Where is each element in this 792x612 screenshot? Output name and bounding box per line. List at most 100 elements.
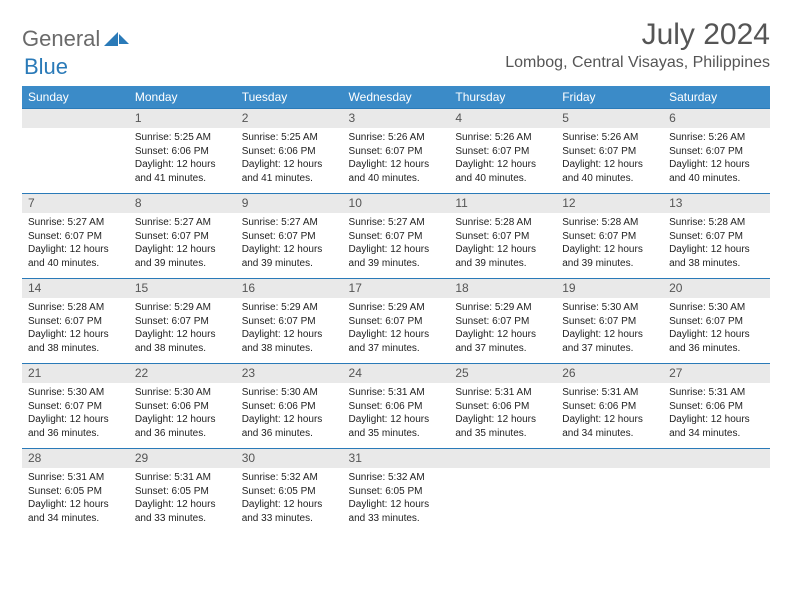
day-number: 8 (129, 194, 236, 214)
daynum-row: 14151617181920 (22, 279, 770, 299)
detail-row: Sunrise: 5:30 AM Sunset: 6:07 PM Daylight:… (22, 383, 770, 449)
day-sunrise: Sunrise: 5:32 AM (349, 471, 444, 485)
day-sunset: Sunset: 6:07 PM (28, 400, 123, 414)
day-d2: and 39 minutes. (242, 257, 337, 271)
day-sunset: Sunset: 6:07 PM (669, 315, 764, 329)
day-number: 28 (22, 449, 129, 469)
day-d1: Daylight: 12 hours (562, 243, 657, 257)
dow-thu: Thursday (449, 86, 556, 109)
day-cell: Sunrise: 5:31 AMSunset: 6:06 PMDaylight:… (343, 383, 450, 449)
day-cell: Sunrise: 5:28 AMSunset: 6:07 PMDaylight:… (449, 213, 556, 279)
day-number: 23 (236, 364, 343, 384)
dow-fri: Friday (556, 86, 663, 109)
brand-logo: General (22, 18, 131, 52)
logo-triangle2-icon (119, 34, 129, 44)
day-number: 25 (449, 364, 556, 384)
dow-wed: Wednesday (343, 86, 450, 109)
day-number: 14 (22, 279, 129, 299)
day-number: 2 (236, 109, 343, 129)
day-d1: Daylight: 12 hours (28, 243, 123, 257)
day-cell: Sunrise: 5:27 AMSunset: 6:07 PMDaylight:… (22, 213, 129, 279)
dow-sat: Saturday (663, 86, 770, 109)
day-d1: Daylight: 12 hours (349, 158, 444, 172)
day-sunset: Sunset: 6:07 PM (669, 230, 764, 244)
day-sunrise: Sunrise: 5:31 AM (349, 386, 444, 400)
day-sunset: Sunset: 6:07 PM (28, 230, 123, 244)
day-d2: and 35 minutes. (455, 427, 550, 441)
title-block: July 2024 Lombog, Central Visayas, Phili… (505, 18, 770, 72)
day-number: 1 (129, 109, 236, 129)
daynum-row: 21222324252627 (22, 364, 770, 384)
day-sunrise: Sunrise: 5:27 AM (28, 216, 123, 230)
day-sunrise: Sunrise: 5:28 AM (28, 301, 123, 315)
day-sunset: Sunset: 6:06 PM (242, 145, 337, 159)
detail-row: Sunrise: 5:28 AM Sunset: 6:07 PM Daylight:… (22, 298, 770, 364)
day-d1: Daylight: 12 hours (135, 498, 230, 512)
day-number: 15 (129, 279, 236, 299)
day-d2: and 34 minutes. (669, 427, 764, 441)
day-d2: and 41 minutes. (135, 172, 230, 186)
day-d1: Daylight: 12 hours (349, 328, 444, 342)
day-sunrise: Sunrise: 5:30 AM (135, 386, 230, 400)
day-cell: Sunrise: 5:30 AMSunset: 6:07 PMDaylight:… (663, 298, 770, 364)
day-number: 13 (663, 194, 770, 214)
day-cell: Sunrise: 5:31 AMSunset: 6:06 PMDaylight:… (663, 383, 770, 449)
logo-triangle-icon (104, 32, 118, 46)
day-number: 19 (556, 279, 663, 299)
day-number: 22 (129, 364, 236, 384)
day-number: 10 (343, 194, 450, 214)
day-d2: and 41 minutes. (242, 172, 337, 186)
day-sunset: Sunset: 6:07 PM (455, 145, 550, 159)
day-sunset: Sunset: 6:06 PM (562, 400, 657, 414)
day-number: 16 (236, 279, 343, 299)
day-d1: Daylight: 12 hours (349, 413, 444, 427)
day-number: 29 (129, 449, 236, 469)
day-sunrise: Sunrise: 5:25 AM (242, 131, 337, 145)
day-cell (22, 128, 129, 194)
day-sunrise: Sunrise: 5:26 AM (455, 131, 550, 145)
day-number: 21 (22, 364, 129, 384)
calendar-page: General July 2024 Lombog, Central Visaya… (0, 0, 792, 543)
day-d1: Daylight: 12 hours (455, 328, 550, 342)
day-number (449, 449, 556, 469)
day-number: 24 (343, 364, 450, 384)
day-d2: and 40 minutes. (455, 172, 550, 186)
day-d1: Daylight: 12 hours (135, 243, 230, 257)
day-cell: Sunrise: 5:32 AMSunset: 6:05 PMDaylight:… (236, 468, 343, 533)
day-cell: Sunrise: 5:31 AMSunset: 6:05 PMDaylight:… (129, 468, 236, 533)
day-d2: and 37 minutes. (349, 342, 444, 356)
day-sunrise: Sunrise: 5:27 AM (349, 216, 444, 230)
day-sunset: Sunset: 6:07 PM (562, 145, 657, 159)
day-number: 20 (663, 279, 770, 299)
calendar-table: Sunday Monday Tuesday Wednesday Thursday… (22, 86, 770, 533)
day-d1: Daylight: 12 hours (455, 243, 550, 257)
day-cell: Sunrise: 5:31 AMSunset: 6:06 PMDaylight:… (556, 383, 663, 449)
day-number: 4 (449, 109, 556, 129)
day-sunset: Sunset: 6:07 PM (349, 145, 444, 159)
daynum-row: 28293031 (22, 449, 770, 469)
day-d1: Daylight: 12 hours (135, 328, 230, 342)
day-cell (663, 468, 770, 533)
day-sunset: Sunset: 6:07 PM (349, 230, 444, 244)
day-sunset: Sunset: 6:05 PM (349, 485, 444, 499)
detail-row: Sunrise: 5:27 AMSunset: 6:07 PMDaylight:… (22, 213, 770, 279)
dow-mon: Monday (129, 86, 236, 109)
day-d2: and 35 minutes. (349, 427, 444, 441)
dow-sun: Sunday (22, 86, 129, 109)
day-cell: Sunrise: 5:30 AMSunset: 6:07 PMDaylight:… (556, 298, 663, 364)
day-sunset: Sunset: 6:05 PM (28, 485, 123, 499)
day-cell: Sunrise: 5:30 AMSunset: 6:06 PMDaylight:… (129, 383, 236, 449)
day-cell: Sunrise: 5:28 AMSunset: 6:07 PMDaylight:… (663, 213, 770, 279)
weekday-header-row: Sunday Monday Tuesday Wednesday Thursday… (22, 86, 770, 109)
day-d1: Daylight: 12 hours (242, 328, 337, 342)
day-number (556, 449, 663, 469)
day-cell: Sunrise: 5:29 AMSunset: 6:07 PMDaylight:… (236, 298, 343, 364)
day-d2: and 39 minutes. (562, 257, 657, 271)
day-sunset: Sunset: 6:07 PM (562, 315, 657, 329)
day-d1: Daylight: 12 hours (28, 328, 123, 342)
day-number: 18 (449, 279, 556, 299)
day-sunrise: Sunrise: 5:29 AM (135, 301, 230, 315)
day-d2: and 40 minutes. (349, 172, 444, 186)
day-sunrise: Sunrise: 5:31 AM (669, 386, 764, 400)
day-d1: Daylight: 12 hours (242, 158, 337, 172)
